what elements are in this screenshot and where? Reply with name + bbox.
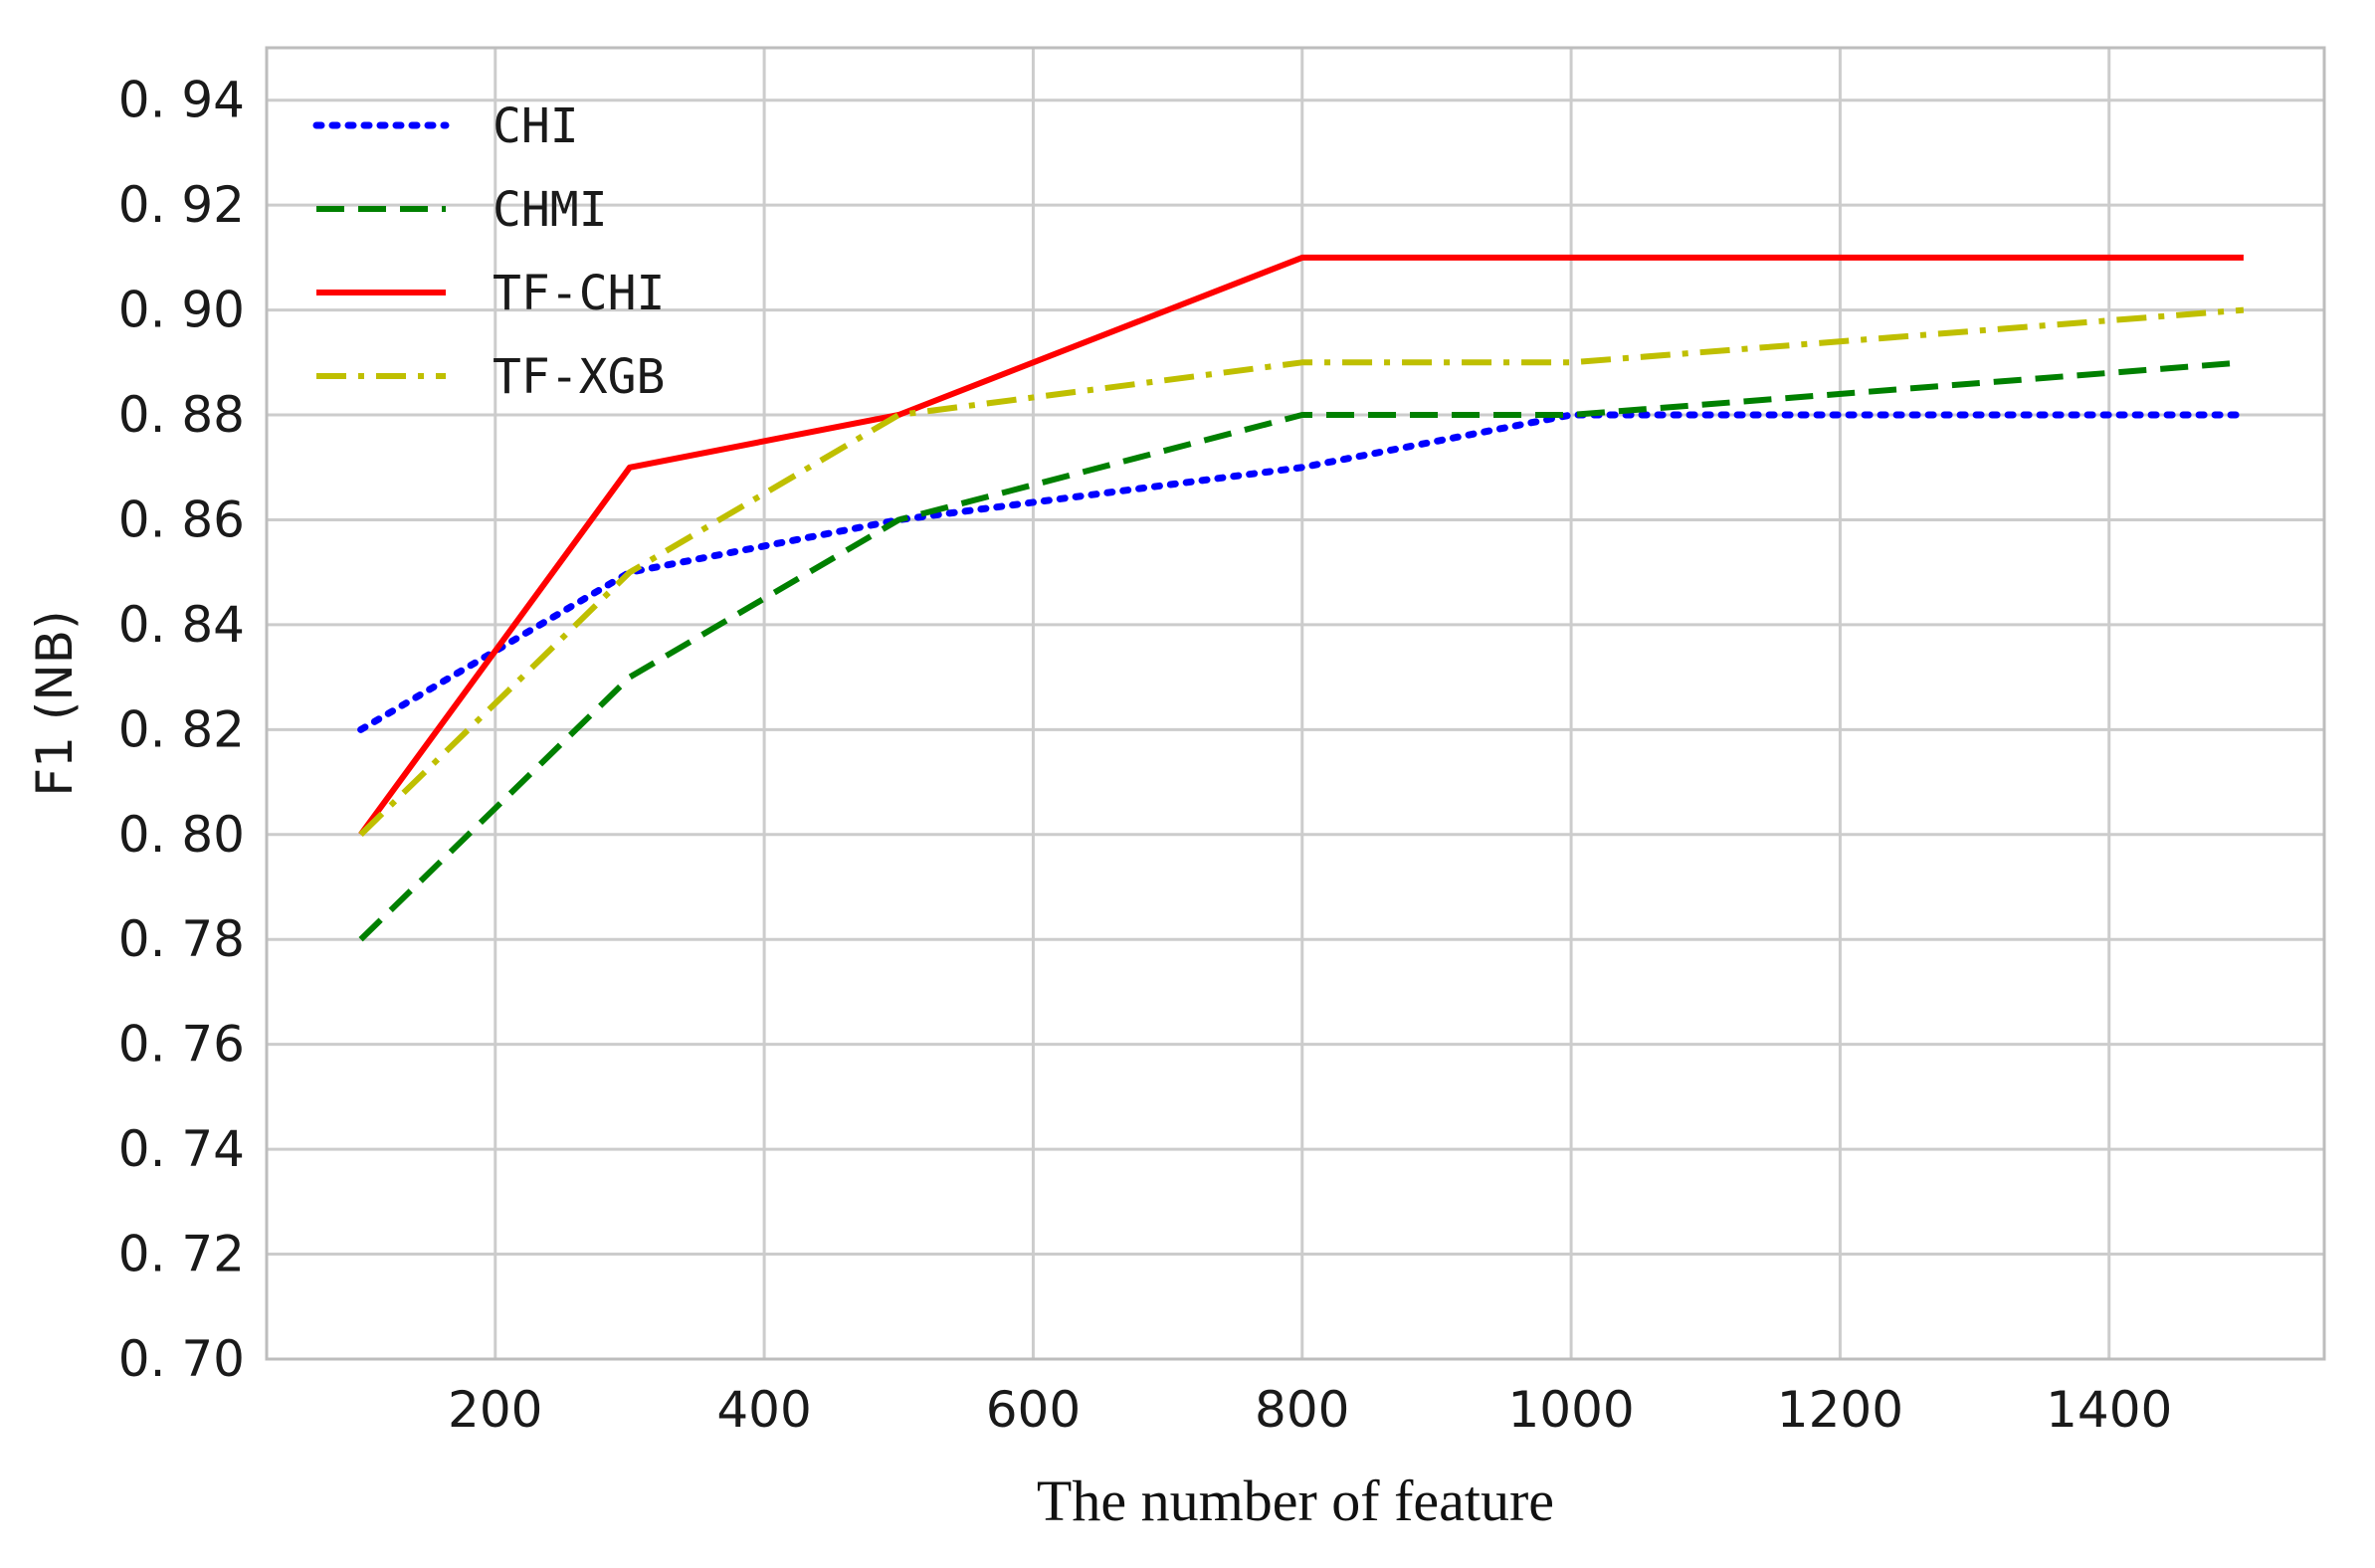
y-tick-label: 0. 70 xyxy=(118,1330,245,1388)
series-line-chi xyxy=(357,411,2248,733)
series-line-chmi xyxy=(358,359,2245,942)
y-tick-label: 0. 94 xyxy=(118,72,245,129)
y-tick-label: 0. 84 xyxy=(118,596,245,654)
y-tick-label: 0. 92 xyxy=(118,176,245,234)
y-axis-label: F1 (NB) xyxy=(26,610,84,796)
series-line-tf-xgb xyxy=(358,306,2245,837)
series-line-tf-chi xyxy=(358,254,2244,837)
grid xyxy=(267,48,2324,1361)
x-tick-label: 600 xyxy=(986,1381,1081,1439)
y-tick-label: 0. 76 xyxy=(118,1016,245,1074)
legend-label: CHMI xyxy=(493,182,608,238)
x-tick-label: 1400 xyxy=(2046,1381,2172,1439)
legend-label: CHI xyxy=(493,98,579,154)
y-tick-label: 0. 72 xyxy=(118,1226,245,1283)
y-axis-ticks: 0. 70 0. 72 0. 74 0. 76 0. 78 0. 80 0. 82 0. 84… xyxy=(118,72,245,1388)
legend-label: TF-CHI xyxy=(493,266,665,321)
x-tick-label: 400 xyxy=(716,1381,811,1439)
x-axis-label: The number of feature xyxy=(1037,1469,1554,1533)
x-tick-label: 1000 xyxy=(1507,1381,1634,1439)
y-tick-label: 0. 86 xyxy=(118,490,245,548)
y-tick-label: 0. 90 xyxy=(118,282,245,339)
y-tick-label: 0. 74 xyxy=(118,1120,245,1178)
x-tick-label: 1200 xyxy=(1777,1381,1903,1439)
x-tick-label: 800 xyxy=(1255,1381,1349,1439)
x-tick-label: 200 xyxy=(448,1381,542,1439)
y-tick-label: 0. 78 xyxy=(118,910,245,968)
plot-frame xyxy=(265,46,2326,1361)
plot-series xyxy=(357,254,2248,942)
legend-label: TF-XGB xyxy=(493,349,665,405)
x-axis-ticks: 200 400 600 800 1000 1200 1400 xyxy=(448,1381,2172,1439)
y-tick-label: 0. 88 xyxy=(118,386,245,444)
y-tick-label: 0. 82 xyxy=(118,700,245,758)
legend: CHI CHMI TF-CHI TF-XGB xyxy=(312,98,665,405)
y-tick-label: 0. 80 xyxy=(118,806,245,864)
